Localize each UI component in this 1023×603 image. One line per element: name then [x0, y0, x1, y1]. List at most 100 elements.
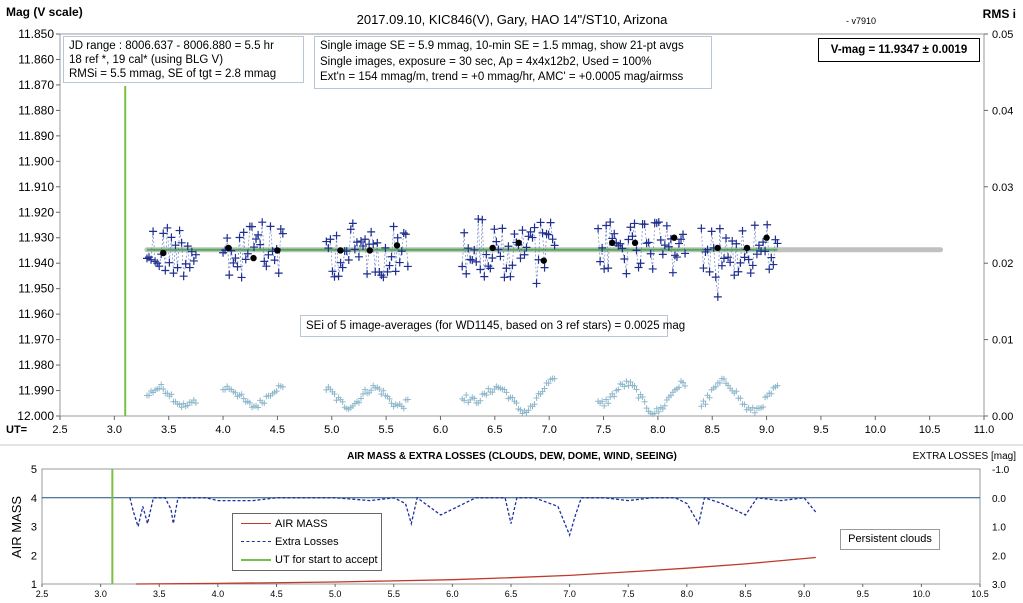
mag-point	[229, 258, 238, 267]
x-tick-label: 5.5	[378, 424, 393, 436]
mag-point	[496, 252, 505, 261]
mag-point	[542, 229, 551, 238]
mag-point	[243, 249, 252, 258]
mag-point	[624, 235, 633, 244]
bottom-y2-tick-label: -1.0	[992, 465, 1010, 476]
mag-point	[476, 265, 485, 274]
mag-point	[598, 243, 607, 252]
mag-point	[732, 239, 741, 248]
mag-point	[750, 221, 759, 230]
rms-point	[503, 389, 510, 396]
mag-point	[322, 237, 331, 246]
mag-point	[249, 243, 258, 252]
mag-point	[488, 254, 497, 263]
rms-point	[339, 398, 346, 405]
mag-point	[711, 273, 720, 282]
rms-point	[190, 397, 197, 404]
mag-point	[724, 253, 733, 262]
y2-tick-label: 0.02	[992, 258, 1013, 270]
bottom-y-tick-label: 3	[31, 522, 37, 534]
x-tick-label: 8.0	[650, 424, 665, 436]
mag-point	[654, 218, 663, 227]
rms-point	[749, 404, 756, 411]
rms-point	[545, 380, 552, 387]
info-mid-line-2: Single images, exposure = 30 sec, Ap = 4…	[320, 55, 652, 68]
chart-title: 2017.09.10, KIC846(V), Gary, HAO 14"/ST1…	[357, 12, 669, 27]
mag-point	[726, 258, 735, 267]
rms-point	[400, 405, 407, 412]
mag-point	[722, 234, 731, 243]
mag-point	[728, 237, 737, 246]
bottom-x-tick-label: 6.0	[446, 589, 459, 599]
y-tick-label: 11.970	[18, 333, 54, 347]
mag-point	[632, 246, 641, 255]
mag-point	[369, 240, 378, 249]
x-tick-label: 7.0	[542, 424, 557, 436]
bottom-x-tick-label: 8.5	[739, 589, 752, 599]
bottom-y2-tick-label: 3.0	[992, 580, 1006, 591]
mag-point	[472, 257, 481, 266]
mag-point	[736, 258, 745, 267]
bottom-x-tick-label: 9.0	[798, 589, 811, 599]
mag-point	[233, 262, 242, 271]
rms-point	[631, 383, 638, 390]
top-plot-area: 2017.09.10, KIC846(V), Gary, HAO 14"/ST1…	[6, 5, 1016, 436]
mag-point	[462, 269, 471, 278]
rms-point	[168, 391, 175, 398]
mag-point	[239, 228, 248, 237]
mag-point	[618, 244, 627, 253]
info-mid-line-3: Ext'n = 154 mmag/m, trend = +0 mmag/hr, …	[320, 71, 684, 83]
mag-point	[652, 219, 661, 228]
rms-point	[463, 392, 470, 399]
info-box-middle: Single image SE = 5.9 mmag, 10-min SE = …	[314, 36, 712, 89]
mag-point	[179, 272, 188, 281]
mag-point	[648, 264, 657, 273]
mag-point	[247, 222, 256, 231]
mag-point	[359, 241, 368, 250]
mag-point	[377, 271, 386, 280]
mag-point	[177, 238, 186, 247]
rms-point	[698, 403, 705, 410]
mag-point	[338, 263, 347, 272]
mag-point	[606, 218, 615, 227]
mag-point	[544, 230, 553, 239]
mag-point	[550, 241, 559, 250]
mag-point	[538, 228, 547, 237]
bottom-title: AIR MASS & EXTRA LOSSES (CLOUDS, DEW, DO…	[347, 451, 677, 462]
mag-point	[674, 239, 683, 248]
mag-point	[610, 229, 619, 238]
mag-point	[350, 245, 359, 254]
bottom-x-tick-label: 7.5	[622, 589, 635, 599]
mag-point	[185, 263, 194, 272]
mag-point	[183, 242, 192, 251]
mag-point	[765, 265, 774, 274]
mag-point	[171, 241, 180, 250]
rms-point	[768, 390, 775, 397]
bottom-x-tick-label: 3.0	[94, 589, 107, 599]
rms-point	[279, 383, 286, 390]
rms-point	[246, 399, 253, 406]
mag-point	[681, 249, 690, 258]
rms-point	[232, 389, 239, 396]
mag-point	[502, 264, 511, 273]
mag-point	[679, 230, 688, 239]
mag-point	[361, 235, 370, 244]
mag-point	[520, 250, 529, 259]
x-tick-label: 3.0	[107, 424, 122, 436]
bottom-x-tick-label: 4.5	[270, 589, 283, 599]
rms-point	[378, 391, 385, 398]
info-mid-line-1: Single image SE = 5.9 mmag, 10-min SE = …	[320, 40, 684, 52]
mag-point	[264, 250, 273, 259]
rms-point	[611, 393, 618, 400]
y-axis-label-right: RMS i	[983, 7, 1016, 21]
mag-point	[746, 269, 755, 278]
mag-point	[460, 228, 469, 237]
rms-point	[509, 394, 516, 401]
y-tick-label: 11.950	[18, 282, 54, 296]
avg-point	[714, 244, 721, 252]
mag-point	[500, 273, 509, 282]
rms-point	[599, 398, 606, 405]
mag-point	[677, 235, 686, 244]
mag-point	[480, 272, 489, 281]
bottom-plot-frame	[41, 468, 981, 585]
